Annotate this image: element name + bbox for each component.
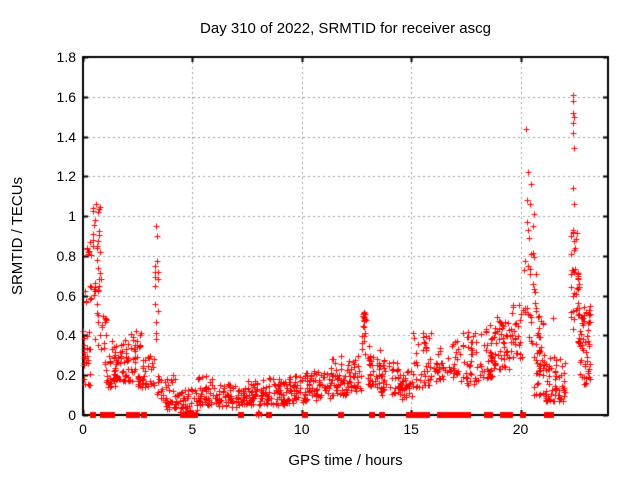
chart-title: Day 310 of 2022, SRMTID for receiver asc… [200, 20, 491, 37]
y-tick-label: 1 [68, 208, 76, 225]
y-tick-label: 0.8 [56, 247, 76, 264]
y-tick-label: 1.4 [56, 128, 76, 145]
x-tick-label: 5 [188, 421, 197, 437]
x-axis-label: GPS time / hours [288, 452, 403, 469]
y-tick-label: 1.2 [56, 168, 76, 185]
y-tick-label: 1.8 [56, 49, 76, 65]
y-axis-label: SRMTID / TECUs [9, 176, 26, 296]
y-tick-label: 1.6 [56, 88, 76, 105]
y-tick-label: 0.2 [56, 367, 76, 384]
y-tick-label: 0.4 [56, 327, 76, 344]
x-tick-label: 0 [79, 421, 87, 437]
x-tick-label: 20 [512, 421, 529, 437]
y-tick-label: 0 [68, 407, 76, 423]
x-tick-label: 10 [293, 421, 310, 437]
y-tick-label: 0.6 [56, 287, 76, 304]
x-tick-label: 15 [403, 421, 419, 437]
